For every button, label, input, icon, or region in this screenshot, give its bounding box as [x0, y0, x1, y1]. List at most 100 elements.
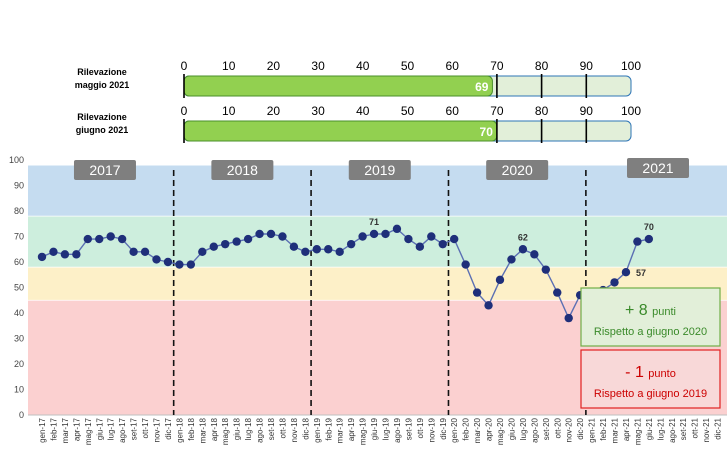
x-tick-label: apr-20 [485, 417, 494, 441]
data-point [358, 232, 367, 241]
y-tick-label: 20 [14, 359, 24, 369]
data-point [209, 242, 218, 251]
data-point [495, 275, 505, 285]
year-badge [627, 158, 689, 178]
y-tick-label: 100 [9, 155, 24, 165]
data-point [140, 247, 150, 256]
x-tick-label: feb-19 [324, 417, 333, 440]
data-point [553, 288, 562, 297]
data-point [530, 250, 539, 259]
gauge-fill [183, 75, 493, 97]
gauge-tick-label: 90 [580, 104, 594, 118]
gauge-tick-label: 50 [401, 59, 415, 73]
x-tick-label: giu-21 [645, 417, 654, 440]
x-tick-label: ago-19 [393, 417, 402, 442]
chart-band [28, 216, 727, 268]
gauge-label-line: Rilevazione [77, 112, 127, 122]
gauge-value-label: 70 [480, 125, 494, 139]
gauge-tick-label: 30 [311, 59, 325, 73]
gauge-tick-label: 30 [311, 104, 325, 118]
gauge-tick-label: 90 [580, 59, 594, 73]
x-tick-label: mag-20 [496, 417, 505, 445]
gauge-tick-label: 80 [535, 59, 549, 73]
x-tick-label: mag-18 [221, 417, 230, 445]
gauge-tick-label: 40 [356, 104, 370, 118]
data-point-label: 70 [644, 222, 654, 232]
data-point [392, 224, 402, 234]
x-tick-label: ago-20 [530, 417, 539, 442]
year-badge [486, 160, 549, 180]
comparison-headline: - 1 punto [625, 364, 676, 381]
gauge-tick-label: 0 [181, 59, 188, 73]
data-point [175, 260, 184, 269]
y-tick-label: 90 [14, 181, 24, 191]
gauge-value-label: 69 [475, 80, 489, 94]
data-point [621, 268, 631, 277]
gauge-tick-label: 20 [267, 59, 281, 73]
x-tick-label: ott-18 [278, 417, 287, 438]
data-point [117, 234, 127, 244]
gauge-tick-label: 0 [181, 104, 188, 118]
x-tick-label: mag-21 [633, 417, 642, 445]
data-point [381, 229, 390, 239]
data-point [633, 237, 642, 246]
x-tick-label: giu-17 [95, 417, 104, 440]
y-tick-label: 30 [14, 334, 24, 344]
x-tick-label: ott-21 [691, 417, 700, 438]
comparison-box [580, 349, 721, 409]
y-tick-label: 80 [14, 206, 24, 216]
data-point-label: 62 [518, 232, 528, 242]
data-point [644, 234, 654, 244]
comparison-unit: punti [652, 306, 676, 318]
x-tick-label: lug-21 [656, 417, 665, 440]
x-tick-label: mag-17 [84, 417, 93, 445]
comparison-delta: + 8 [625, 302, 652, 319]
data-point [60, 250, 70, 259]
x-tick-label: ago-17 [118, 417, 127, 442]
x-tick-label: set-21 [679, 417, 688, 440]
gauge-tick-label: 20 [267, 104, 281, 118]
gauge-tick-label: 70 [490, 104, 504, 118]
x-tick-label: nov-19 [427, 417, 436, 442]
data-point [37, 252, 47, 262]
x-tick-label: set-19 [404, 417, 413, 440]
x-tick-label: giu-19 [370, 417, 379, 440]
data-point [564, 313, 573, 323]
x-tick-label: apr-17 [72, 417, 81, 441]
comparison-unit: punto [648, 368, 676, 380]
x-tick-label: mar-19 [336, 417, 345, 443]
gauge-tick-label: 10 [222, 104, 236, 118]
data-point [49, 247, 58, 256]
x-tick-label: mar-18 [198, 417, 207, 443]
x-tick-label: ago-18 [256, 417, 265, 442]
data-point [106, 232, 115, 241]
data-point [346, 239, 356, 249]
gauge-tick-label: 10 [222, 59, 236, 73]
gauge-label-line: Rilevazione [77, 67, 127, 77]
data-point [461, 260, 470, 269]
year-badge [73, 160, 136, 180]
year-badge-label: 2021 [642, 160, 673, 176]
x-tick-label: lug-18 [244, 417, 253, 440]
comparison-text: Rispetto a giugno 2020 [594, 326, 707, 338]
x-tick-label: ott-19 [416, 417, 425, 438]
y-tick-label: 40 [14, 308, 24, 318]
x-tick-label: nov-20 [565, 417, 574, 442]
data-point [221, 239, 230, 249]
gauge-tick-label: 50 [401, 104, 415, 118]
data-point [518, 245, 528, 254]
gauge-tick-label: 40 [356, 59, 370, 73]
year-badge-label: 2019 [364, 162, 395, 178]
x-tick-label: gen-21 [588, 417, 597, 442]
data-point [83, 234, 93, 244]
year-badge [348, 160, 411, 180]
gauge-tick-label: 60 [446, 104, 460, 118]
data-point [472, 288, 482, 297]
comparison-headline: + 8 punti [625, 302, 676, 319]
y-tick-label: 0 [19, 410, 24, 420]
x-tick-label: feb-18 [187, 417, 196, 440]
data-point [484, 301, 493, 310]
gauge-tick-label: 100 [621, 59, 641, 73]
x-tick-label: giu-20 [507, 417, 516, 440]
